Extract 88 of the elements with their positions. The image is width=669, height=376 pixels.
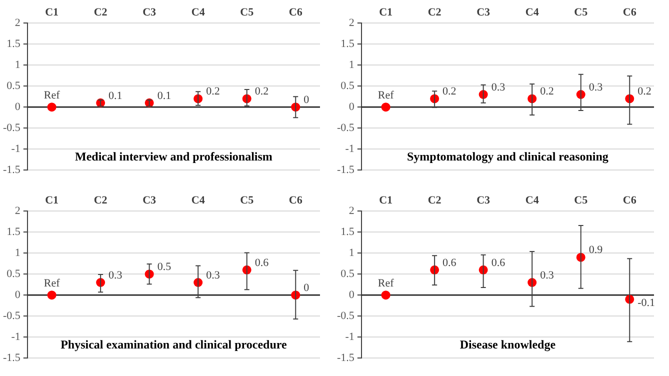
data-label: 0.2 [206,86,220,98]
x-tick-label: C4 [525,194,540,206]
y-tick-label: -1.5 [336,164,355,176]
y-tick-label: 0.5 [340,268,355,280]
y-tick-label: -1.5 [2,352,21,364]
y-tick-label: 0 [348,100,355,113]
data-label: Ref [44,89,60,102]
data-label: 0.6 [491,256,506,269]
x-tick-label: C5 [574,6,588,18]
y-tick-label: -0.5 [2,310,21,322]
y-tick-label: 0.5 [340,80,355,92]
x-tick-label: C6 [622,6,637,18]
x-tick-label: C5 [240,6,254,18]
y-tick-label: 0 [348,288,355,301]
data-label: 0.3 [491,81,506,94]
data-label: 0.6 [442,256,457,269]
y-tick-label: 0 [14,100,21,113]
y-tick-label: 0 [14,288,21,301]
y-tick-label: 2 [348,205,354,218]
x-tick-label: C3 [142,6,157,18]
data-label: 0.3 [588,81,604,94]
x-tick-label: C2 [94,6,108,18]
x-tick-label: C2 [94,194,108,206]
y-tick-label: 1.5 [6,226,21,238]
y-tick-label: 1.5 [6,38,21,50]
x-tick-label: C1 [379,194,393,206]
y-tick-label: -1 [11,142,20,155]
text: Symptomatology and clinical reasoning [406,150,608,164]
data-label: 0 [304,282,310,294]
x-tick-label: C3 [476,194,491,206]
y-tick-label: 1 [348,247,354,260]
x-tick-label: C6 [622,194,637,206]
y-tick-label: 1 [14,247,20,260]
y-tick-label: 2 [14,17,20,30]
data-label: 0.2 [638,86,652,98]
data-label: 0.1 [108,90,122,102]
y-tick-label: -1.5 [2,164,21,176]
data-label: 0.3 [206,269,220,282]
y-tick-label: -0.5 [336,310,355,322]
data-label: 0.2 [442,86,456,98]
y-tick-label: -1.5 [336,352,355,364]
x-tick-label: C3 [142,194,157,206]
x-tick-label: C6 [288,194,303,206]
y-tick-label: -1 [345,142,354,155]
y-tick-label: 1.5 [340,38,355,50]
y-tick-label: 2 [348,17,354,30]
data-label: 0.1 [157,90,172,102]
data-label: 0.2 [254,86,269,98]
y-tick-label: -0.5 [336,122,355,134]
data-label: Ref [44,277,60,290]
data-label: 0 [304,94,310,106]
data-label: Ref [378,277,394,290]
data-label: 0.2 [540,86,554,98]
point [47,102,56,112]
x-tick-label: C1 [45,6,59,18]
x-tick-label: C4 [191,6,206,18]
point [381,290,390,300]
text: Physical examination and clinical procedure [60,338,288,352]
y-tick-label: 0.5 [6,268,21,280]
x-tick-label: C1 [379,6,393,18]
y-tick-label: 1.5 [340,226,355,238]
data-label: 0.5 [157,261,172,274]
data-label: 0.3 [540,269,554,282]
x-tick-label: C2 [428,194,442,206]
y-tick-label: 1 [348,59,354,72]
text: Disease knowledge [460,338,556,352]
x-tick-label: C2 [428,6,442,18]
y-tick-label: 1 [14,59,20,72]
data-label: 0.6 [254,256,270,269]
x-tick-label: C5 [574,194,588,206]
x-tick-label: C5 [240,194,254,206]
x-tick-label: C4 [525,6,540,18]
text: Medical interview and professionalism [74,150,272,164]
x-tick-label: C4 [191,194,206,206]
data-label: Ref [378,89,394,102]
y-tick-label: -1 [345,330,354,343]
x-tick-label: C3 [476,6,491,18]
y-tick-label: 2 [14,205,20,218]
data-label: -0.1 [638,297,656,310]
x-tick-label: C1 [45,194,59,206]
y-tick-label: -1 [11,330,20,343]
data-label: 0.9 [588,244,604,256]
x-tick-label: C6 [288,6,303,18]
point [47,290,56,300]
y-tick-label: 0.5 [6,80,21,92]
point [381,102,390,112]
data-label: 0.3 [108,269,123,282]
y-tick-label: -0.5 [2,122,21,134]
